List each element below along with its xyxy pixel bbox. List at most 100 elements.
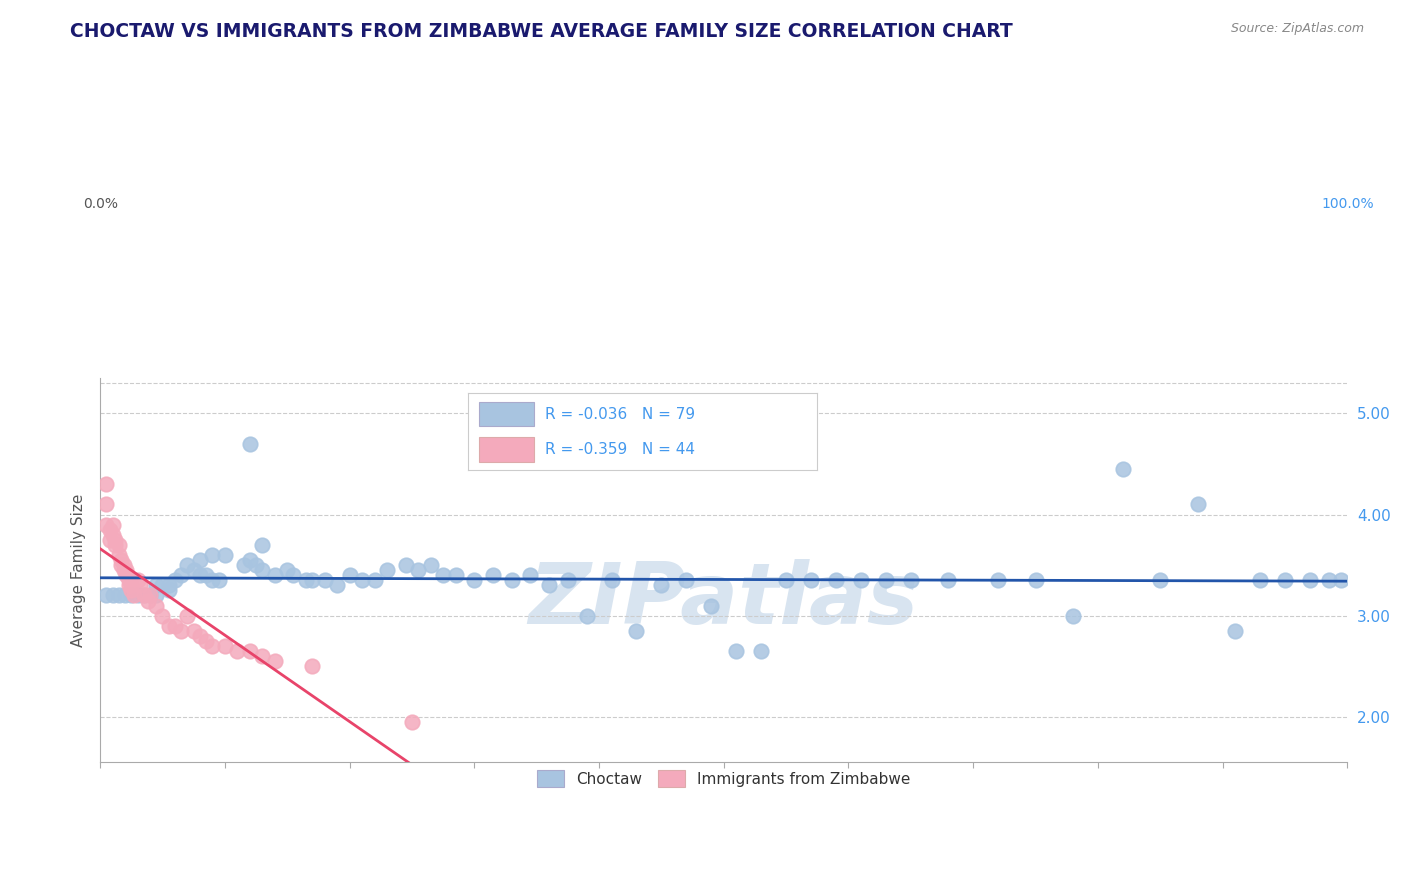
Point: [283, 568, 305, 582]
Point: [188, 629, 211, 643]
Point: [263, 654, 285, 668]
Point: [195, 634, 218, 648]
Point: [115, 563, 138, 577]
Point: [96, 498, 118, 512]
Point: [188, 568, 211, 582]
Point: [170, 568, 193, 582]
Point: [406, 563, 429, 577]
Point: [650, 578, 672, 592]
Point: [301, 659, 323, 673]
Point: [538, 578, 561, 592]
Text: 100.0%: 100.0%: [1322, 197, 1374, 211]
Point: [395, 558, 418, 573]
Point: [936, 574, 959, 588]
Point: [112, 558, 135, 573]
Point: [101, 528, 124, 542]
Point: [363, 574, 385, 588]
Point: [108, 538, 131, 552]
Point: [725, 644, 748, 658]
Point: [295, 574, 318, 588]
Point: [575, 608, 598, 623]
Point: [519, 568, 541, 582]
Point: [1274, 574, 1296, 588]
Point: [825, 574, 848, 588]
Point: [120, 578, 142, 592]
Point: [127, 574, 149, 588]
Point: [163, 574, 186, 588]
Point: [120, 583, 142, 598]
Point: [276, 563, 298, 577]
Point: [96, 477, 118, 491]
Point: [152, 578, 174, 592]
Point: [1317, 574, 1340, 588]
Point: [122, 589, 145, 603]
Point: [252, 538, 274, 552]
Point: [1223, 624, 1246, 638]
Point: [239, 553, 262, 567]
Point: [207, 574, 229, 588]
Point: [482, 568, 505, 582]
Point: [875, 574, 897, 588]
Point: [201, 548, 224, 562]
Point: [170, 624, 193, 638]
Point: [157, 619, 180, 633]
Text: 0.0%: 0.0%: [83, 197, 118, 211]
Point: [775, 574, 797, 588]
Point: [129, 578, 152, 592]
Point: [157, 583, 180, 598]
Point: [626, 624, 648, 638]
Point: [375, 563, 398, 577]
Point: [252, 649, 274, 664]
Point: [101, 589, 124, 603]
Text: Source: ZipAtlas.com: Source: ZipAtlas.com: [1230, 22, 1364, 36]
Point: [139, 589, 162, 603]
Point: [252, 563, 274, 577]
Point: [1187, 498, 1209, 512]
Point: [849, 574, 872, 588]
Point: [700, 599, 723, 613]
Point: [314, 574, 336, 588]
Point: [326, 578, 349, 592]
Point: [108, 589, 131, 603]
Point: [101, 517, 124, 532]
Point: [112, 563, 135, 577]
Point: [245, 558, 267, 573]
Point: [800, 574, 823, 588]
Point: [104, 538, 127, 552]
Text: CHOCTAW VS IMMIGRANTS FROM ZIMBABWE AVERAGE FAMILY SIZE CORRELATION CHART: CHOCTAW VS IMMIGRANTS FROM ZIMBABWE AVER…: [70, 22, 1014, 41]
Point: [201, 574, 224, 588]
Point: [501, 574, 523, 588]
Point: [132, 589, 155, 603]
Point: [110, 553, 132, 567]
Point: [195, 568, 218, 582]
Text: ZIPatlas: ZIPatlas: [529, 559, 920, 642]
Point: [157, 578, 180, 592]
Point: [1149, 574, 1171, 588]
Point: [301, 574, 323, 588]
Point: [1330, 574, 1353, 588]
Point: [145, 589, 167, 603]
Point: [118, 574, 141, 588]
Point: [127, 589, 149, 603]
Point: [152, 608, 174, 623]
Point: [557, 574, 579, 588]
Point: [749, 644, 772, 658]
Point: [339, 568, 361, 582]
Point: [214, 639, 236, 653]
Point: [1249, 574, 1271, 588]
Point: [98, 533, 121, 547]
Point: [120, 589, 142, 603]
Point: [176, 558, 198, 573]
Point: [96, 517, 118, 532]
Point: [263, 568, 285, 582]
Y-axis label: Average Family Size: Average Family Size: [72, 493, 86, 647]
Point: [104, 533, 127, 547]
Point: [145, 578, 167, 592]
Point: [1299, 574, 1322, 588]
Point: [136, 593, 159, 607]
Point: [214, 548, 236, 562]
Point: [114, 589, 136, 603]
Point: [132, 589, 155, 603]
Point: [463, 574, 485, 588]
Point: [987, 574, 1010, 588]
